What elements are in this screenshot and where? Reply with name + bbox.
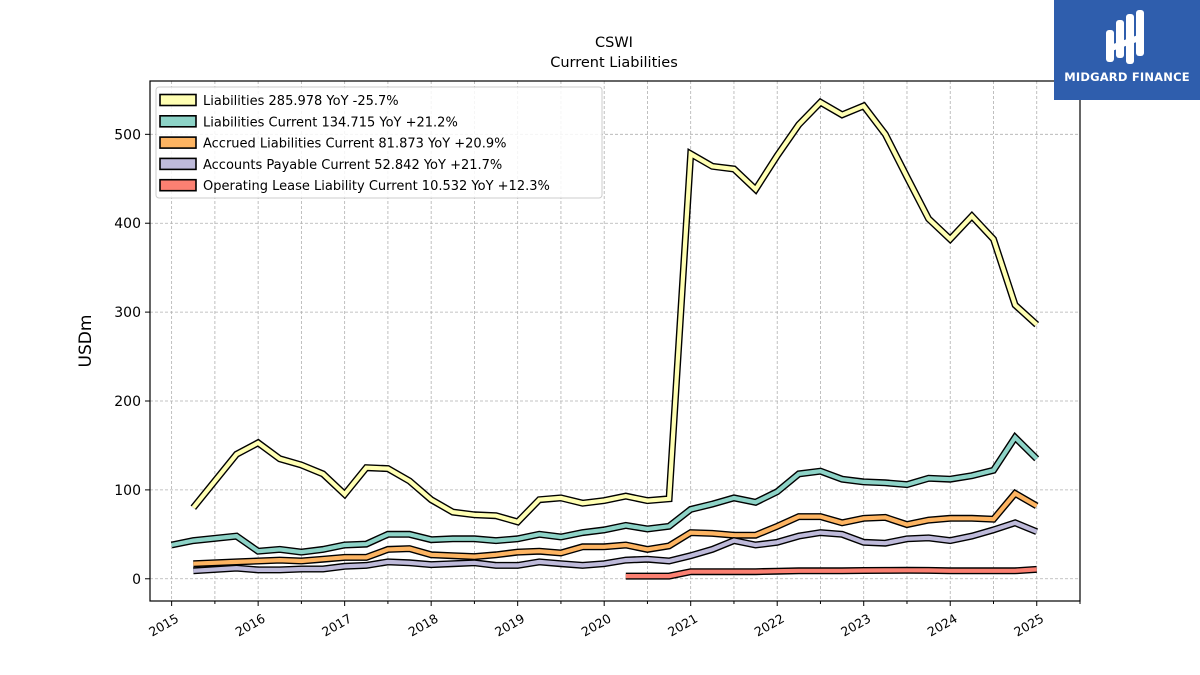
y-tick-label: 400 xyxy=(114,216,141,232)
legend-swatch xyxy=(159,136,197,149)
x-tick-label: 2017 xyxy=(319,611,354,640)
x-axis-ticks: 2015 2016 2017 2018 2019 2020 2021 2022 2023 2024… xyxy=(146,601,1081,640)
series-3 xyxy=(193,519,1039,575)
x-tick-label: 2024 xyxy=(925,611,960,640)
series-line xyxy=(193,520,1038,573)
y-tick-label: 500 xyxy=(114,127,141,143)
x-tick-label: 2025 xyxy=(1011,611,1046,640)
brand-name: MIDGARD FINANCE xyxy=(1064,70,1190,84)
y-tick-label: 300 xyxy=(114,305,141,321)
x-tick-label: 2023 xyxy=(838,611,873,640)
y-axis-ticks: 0 100 200 300 400 500 xyxy=(114,127,150,588)
chart-subtitle: Current Liabilities xyxy=(550,55,678,71)
legend-swatch xyxy=(159,178,197,192)
x-tick-label: 2022 xyxy=(752,611,787,640)
legend-label: Liabilities 285.978 YoY -25.7% xyxy=(203,94,399,109)
series-line xyxy=(193,490,1038,566)
series-line xyxy=(171,434,1039,555)
legend-box xyxy=(155,86,603,199)
x-tick-label: 2019 xyxy=(492,611,527,640)
legend-label: Operating Lease Liability Current 10.532… xyxy=(203,179,550,194)
series-outline xyxy=(170,431,1040,556)
legend-swatch xyxy=(159,115,197,128)
brand-logo: MIDGARD FINANCE xyxy=(1054,0,1200,100)
legend-label: Liabilities Current 134.715 YoY +21.2% xyxy=(203,115,458,130)
x-tick-label: 2020 xyxy=(579,611,614,640)
series-line xyxy=(191,99,1039,525)
series-4 xyxy=(625,565,1037,580)
legend-label: Accrued Liabilities Current 81.873 YoY +… xyxy=(203,137,506,152)
y-tick-label: 0 xyxy=(132,572,141,588)
y-tick-label: 200 xyxy=(114,394,141,410)
chart-title: CSWI xyxy=(595,35,633,51)
series-1 xyxy=(170,431,1040,556)
series-layer xyxy=(170,97,1040,580)
legend-swatch xyxy=(159,157,197,171)
midgard-logo-icon xyxy=(1106,10,1144,64)
series-2 xyxy=(193,488,1039,568)
legend-swatch xyxy=(159,93,197,107)
x-tick-label: 2018 xyxy=(406,611,441,640)
x-tick-label: 2015 xyxy=(146,611,181,640)
x-tick-label: 2016 xyxy=(233,611,268,640)
y-axis-label: USDm xyxy=(76,315,96,368)
plot-frame xyxy=(149,80,1081,602)
series-0 xyxy=(190,97,1040,526)
legend-label: Accounts Payable Current 52.842 YoY +21.… xyxy=(203,158,502,173)
legend: Liabilities 285.978 YoY -25.7% Liabilitie… xyxy=(155,86,603,199)
y-tick-label: 100 xyxy=(114,483,141,499)
series-line xyxy=(625,567,1037,579)
x-tick-label: 2021 xyxy=(665,611,700,640)
